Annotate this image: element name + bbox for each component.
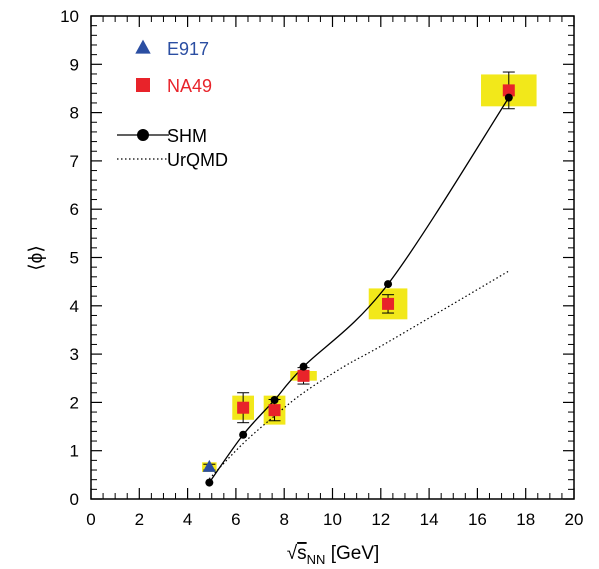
x-tick-label: 16 — [468, 510, 487, 529]
e917-point — [202, 459, 216, 472]
y-axis-ticks: 0 1 2 3 4 5 6 7 8 9 10 — [60, 7, 574, 509]
na49-point — [268, 404, 281, 417]
y-tick-label: 1 — [70, 442, 79, 461]
x-tick-label: 12 — [371, 510, 390, 529]
legend-label-na49: NA49 — [167, 76, 212, 96]
x-axis-title-main: s — [297, 543, 307, 564]
shm-curve — [208, 97, 510, 483]
y-axis-title: ⟨ϕ⟩ — [26, 245, 47, 270]
y-tick-label: 0 — [70, 490, 79, 509]
na49-point — [502, 84, 515, 97]
legend: E917 NA49 SHM UrQMD — [117, 39, 228, 170]
shm-point — [270, 395, 279, 404]
legend-label-shm: SHM — [167, 126, 207, 146]
x-axis-title-unit: [GeV] — [325, 543, 379, 564]
shm-point — [504, 93, 513, 102]
na49-point — [382, 297, 395, 310]
y-tick-label: 6 — [70, 200, 79, 219]
x-tick-label: 18 — [516, 510, 535, 529]
legend-label-e917: E917 — [167, 39, 209, 59]
legend-e917-marker — [135, 39, 151, 54]
legend-shm-marker — [137, 129, 149, 141]
y-tick-label: 9 — [70, 55, 79, 74]
urqmd-curve — [208, 270, 510, 480]
x-tick-label: 14 — [420, 510, 439, 529]
x-tick-label: 6 — [231, 510, 240, 529]
legend-label-urqmd: UrQMD — [167, 150, 228, 170]
x-tick-label: 4 — [183, 510, 192, 529]
shm-point — [299, 362, 308, 371]
shm-point — [384, 280, 393, 289]
legend-na49-marker — [136, 78, 150, 92]
x-axis-title-sqrt: √ — [287, 543, 298, 564]
x-axis-title-sub: NN — [307, 552, 326, 567]
x-axis-title: √sNN [GeV] — [287, 543, 380, 567]
na49-point — [237, 401, 250, 414]
na49-point — [297, 369, 310, 382]
x-tick-label: 2 — [135, 510, 144, 529]
shm-point — [239, 430, 248, 439]
y-tick-label: 5 — [70, 249, 79, 268]
y-tick-label: 3 — [70, 345, 79, 364]
shm-point — [205, 478, 214, 487]
y-tick-label: 2 — [70, 393, 79, 412]
x-tick-label: 10 — [323, 510, 342, 529]
y-tick-label: 8 — [70, 104, 79, 123]
y-tick-label: 4 — [70, 297, 79, 316]
x-axis-ticks: 0 2 4 6 8 10 12 14 16 18 20 — [86, 16, 583, 529]
y-tick-label: 7 — [70, 152, 79, 171]
x-tick-label: 8 — [279, 510, 288, 529]
x-tick-label: 0 — [86, 510, 95, 529]
y-tick-label: 10 — [60, 7, 79, 26]
data-markers — [202, 84, 515, 487]
x-tick-label: 20 — [565, 510, 584, 529]
model-curves — [208, 97, 510, 483]
